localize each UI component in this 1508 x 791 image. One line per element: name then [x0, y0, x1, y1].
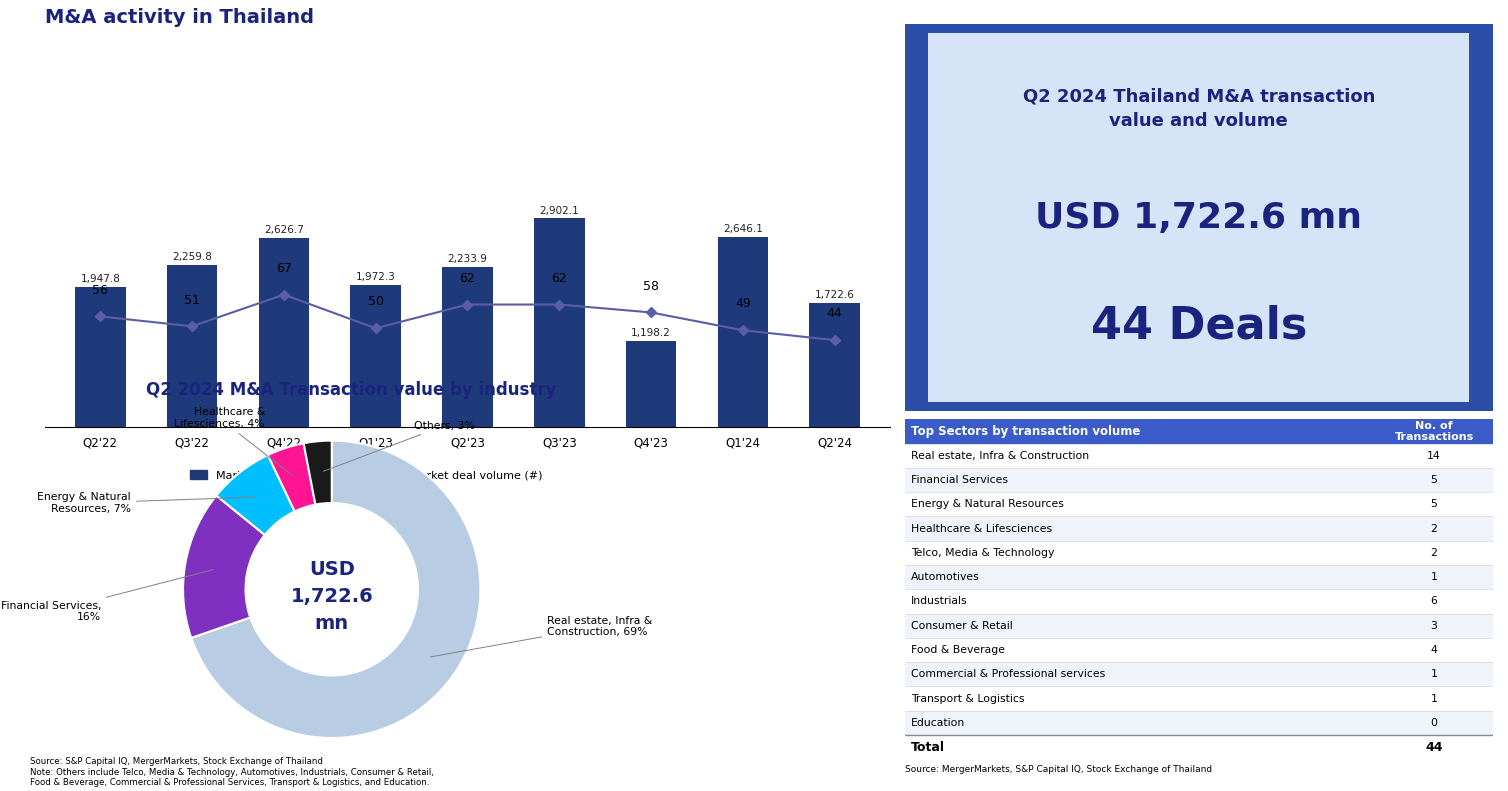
Bar [718, 237, 768, 427]
Bar [905, 614, 1493, 638]
Bar [810, 303, 860, 427]
Text: 44: 44 [1425, 740, 1443, 754]
Text: 1,722.6: 1,722.6 [814, 290, 855, 301]
Bar [905, 467, 1493, 492]
Text: Financial Services,
16%: Financial Services, 16% [2, 570, 213, 623]
Bar [905, 492, 1493, 517]
Text: No. of
Transactions: No. of Transactions [1395, 421, 1473, 442]
Text: 5: 5 [1431, 499, 1437, 509]
Bar [905, 402, 1493, 411]
Wedge shape [303, 441, 332, 505]
Text: USD 1,722.6 mn: USD 1,722.6 mn [1036, 201, 1362, 234]
Text: Consumer & Retail: Consumer & Retail [911, 621, 1012, 630]
Text: Healthcare & Lifesciences: Healthcare & Lifesciences [911, 524, 1051, 534]
Text: Commercial & Professional services: Commercial & Professional services [911, 669, 1105, 679]
Bar [905, 662, 1493, 687]
Text: 67: 67 [276, 262, 293, 274]
Text: 2,626.7: 2,626.7 [264, 225, 303, 236]
Text: 3: 3 [1431, 621, 1437, 630]
Wedge shape [192, 441, 481, 738]
Text: Source: S&P Capital IQ, MergerMarkets, Stock Exchange of Thailand
Note: Others i: Source: S&P Capital IQ, MergerMarkets, S… [30, 757, 434, 787]
Bar [75, 287, 125, 427]
Text: 4: 4 [1431, 645, 1437, 655]
Bar [350, 286, 401, 427]
Text: Education: Education [911, 718, 965, 728]
Bar [905, 517, 1493, 541]
Text: 58: 58 [642, 280, 659, 293]
Text: Source: MergerMarkets, S&P Capital IQ, Stock Exchange of Thailand: Source: MergerMarkets, S&P Capital IQ, S… [905, 765, 1212, 774]
Text: Top Sectors by transaction volume: Top Sectors by transaction volume [911, 425, 1140, 438]
Text: 50: 50 [368, 296, 383, 308]
Text: Transport & Logistics: Transport & Logistics [911, 694, 1024, 704]
Text: 1,198.2: 1,198.2 [632, 328, 671, 338]
Text: Telco, Media & Technology: Telco, Media & Technology [911, 548, 1054, 558]
Text: 2,259.8: 2,259.8 [172, 252, 213, 262]
Text: 2,646.1: 2,646.1 [722, 224, 763, 234]
Bar [905, 444, 1493, 467]
Bar [1469, 24, 1493, 411]
Bar [259, 238, 309, 427]
Text: 2,233.9: 2,233.9 [448, 254, 487, 263]
Text: 0: 0 [1431, 718, 1437, 728]
Text: Energy & Natural
Resources, 7%: Energy & Natural Resources, 7% [38, 492, 256, 514]
Text: Energy & Natural Resources: Energy & Natural Resources [911, 499, 1063, 509]
Wedge shape [268, 443, 315, 512]
Text: Total: Total [911, 740, 944, 754]
Bar [905, 565, 1493, 589]
Text: 6: 6 [1431, 596, 1437, 607]
Text: Food & Beverage: Food & Beverage [911, 645, 1004, 655]
Wedge shape [216, 455, 294, 535]
Text: 1,972.3: 1,972.3 [356, 272, 395, 282]
Bar [905, 419, 1493, 444]
Text: Financial Services: Financial Services [911, 475, 1007, 485]
Text: Automotives: Automotives [911, 572, 979, 582]
Bar [905, 638, 1493, 662]
Text: 2: 2 [1431, 548, 1437, 558]
Text: 2,902.1: 2,902.1 [540, 206, 579, 216]
Bar [905, 687, 1493, 711]
Bar [905, 24, 1493, 33]
Text: 14: 14 [1427, 451, 1442, 460]
Text: 62: 62 [552, 272, 567, 285]
Text: Others, 3%: Others, 3% [323, 421, 475, 471]
Text: Healthcare &
Lifesciences, 4%: Healthcare & Lifesciences, 4% [175, 407, 293, 476]
Text: 2: 2 [1431, 524, 1437, 534]
Text: 1: 1 [1431, 669, 1437, 679]
Bar [626, 341, 676, 427]
Text: 51: 51 [184, 293, 201, 306]
Bar [905, 711, 1493, 735]
Text: 1: 1 [1431, 572, 1437, 582]
Text: 5: 5 [1431, 475, 1437, 485]
Text: M&A activity in Thailand: M&A activity in Thailand [45, 9, 314, 28]
Text: 62: 62 [460, 272, 475, 285]
Text: USD: USD [309, 561, 354, 580]
Text: 1,722.6: 1,722.6 [291, 587, 372, 606]
Bar [167, 265, 217, 427]
Bar [905, 589, 1493, 614]
Text: mn: mn [315, 614, 348, 633]
Wedge shape [182, 495, 265, 638]
Text: Q2 2024 Thailand M&A transaction
value and volume: Q2 2024 Thailand M&A transaction value a… [1022, 88, 1375, 131]
Text: 44: 44 [826, 308, 843, 320]
Bar [442, 267, 493, 427]
Text: 49: 49 [734, 297, 751, 310]
Text: Real estate, Infra & Construction: Real estate, Infra & Construction [911, 451, 1089, 460]
Bar [905, 24, 929, 411]
Text: Industrials: Industrials [911, 596, 967, 607]
Text: 1,947.8: 1,947.8 [80, 274, 121, 284]
Text: 56: 56 [92, 284, 109, 297]
Text: Q2 2024 M&A Transaction value by industry: Q2 2024 M&A Transaction value by industr… [146, 381, 556, 399]
Legend: Market deal value (USD mn), Market deal volume (#): Market deal value (USD mn), Market deal … [185, 466, 547, 485]
Bar [905, 541, 1493, 565]
Bar [534, 218, 585, 427]
Text: 44 Deals: 44 Deals [1090, 305, 1307, 347]
Text: Real estate, Infra &
Construction, 69%: Real estate, Infra & Construction, 69% [430, 615, 653, 657]
Bar [905, 735, 1493, 759]
Text: 1: 1 [1431, 694, 1437, 704]
